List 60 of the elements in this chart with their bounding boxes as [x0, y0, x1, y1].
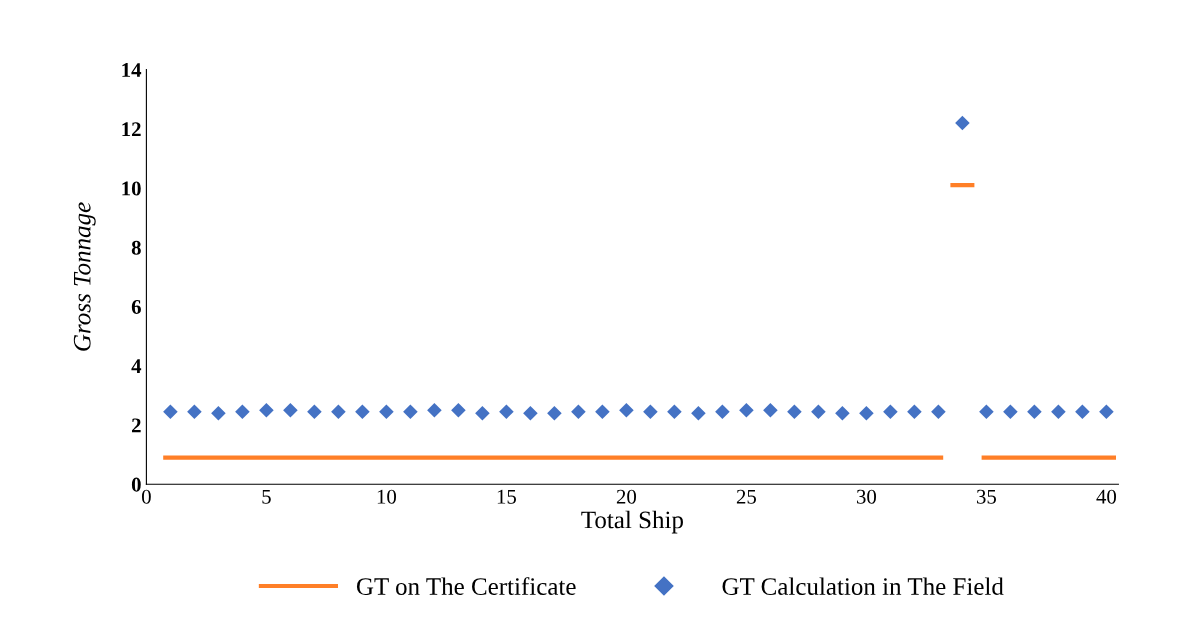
- point: [451, 402, 466, 418]
- x-axis-title: Total Ship: [581, 510, 683, 534]
- point: [379, 404, 394, 419]
- point: [907, 404, 922, 419]
- y-tick-label: 10: [122, 181, 141, 196]
- point: [1027, 404, 1042, 419]
- x-tick-label: 15: [497, 489, 516, 504]
- x-tick-label: 10: [377, 489, 397, 504]
- y-tick-label: 6: [131, 299, 141, 314]
- point: [427, 402, 442, 418]
- point: [1003, 404, 1018, 419]
- legend-label: GT Calculation in The Field: [722, 577, 1004, 595]
- point: [355, 404, 370, 419]
- point: [715, 404, 730, 419]
- point: [595, 404, 610, 419]
- y-tick-label: 4: [131, 359, 142, 374]
- point: [547, 405, 562, 421]
- x-tick-label: 35: [976, 489, 996, 504]
- point: [283, 402, 298, 418]
- point: [763, 402, 778, 418]
- x-tick-label: 5: [262, 489, 271, 504]
- x-tick-label: 30: [856, 489, 877, 504]
- point: [331, 404, 346, 419]
- point: [931, 404, 946, 419]
- point: [163, 404, 178, 419]
- point: [1099, 404, 1114, 419]
- point: [1051, 404, 1066, 419]
- x-tick-label: 40: [1096, 489, 1117, 504]
- point: [475, 405, 490, 421]
- point: [403, 404, 418, 419]
- point: [859, 405, 874, 421]
- point: [187, 404, 202, 419]
- y-axis-title: Gross Tonnage: [73, 202, 96, 351]
- point: [691, 405, 706, 421]
- point: [787, 404, 802, 419]
- x-tick-label: 20: [616, 489, 637, 504]
- point: [811, 404, 826, 419]
- point: [979, 404, 994, 419]
- point: [235, 404, 250, 419]
- point: [307, 404, 322, 419]
- point: [619, 402, 634, 418]
- point: [523, 405, 538, 421]
- point: [643, 404, 658, 419]
- x-tick-label: 25: [736, 489, 756, 504]
- point: [883, 404, 898, 419]
- point: [571, 404, 586, 419]
- y-tick-label: 12: [122, 122, 141, 137]
- point: [211, 405, 226, 421]
- point: [259, 402, 274, 418]
- y-tick-label: 14: [122, 63, 142, 77]
- point: [499, 404, 514, 419]
- y-tick-label: 8: [131, 240, 141, 255]
- y-tick-label: 0: [131, 477, 141, 492]
- point: [955, 115, 970, 131]
- point: [835, 405, 850, 421]
- point: [739, 402, 754, 418]
- legend-label: GT on The Certificate: [356, 577, 576, 595]
- point: [667, 404, 682, 419]
- y-tick-label: 2: [132, 418, 141, 433]
- point: [1075, 404, 1090, 419]
